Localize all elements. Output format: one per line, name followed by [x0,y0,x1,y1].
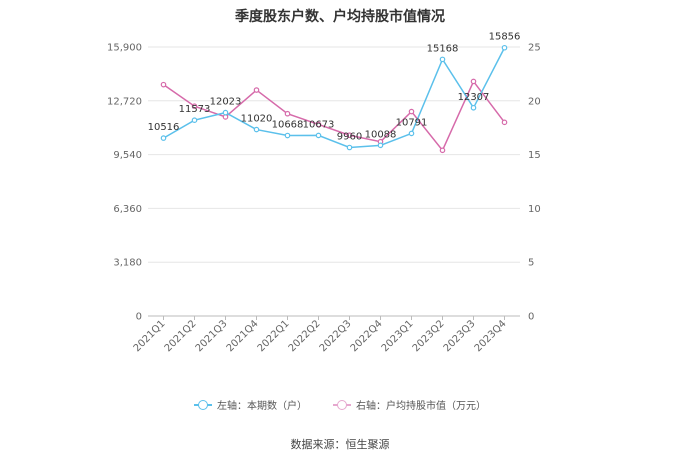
data-label-shareholder-count: 9960 [337,131,362,142]
data-point-shareholder-count [315,132,322,139]
x-axis-tick-label: 2023Q4 [473,318,509,354]
data-point-shareholder-count [346,144,353,151]
x-axis-tick-label: 2022Q2 [287,318,323,354]
right-axis-tick-label: 15 [528,150,541,161]
data-label-shareholder-count: 10791 [396,117,428,128]
data-label-shareholder-count: 12307 [458,92,490,103]
data-source-note: 数据来源：恒生聚源 [290,438,390,451]
data-point-shareholder-count [408,130,415,137]
right-axis-tick-label: 5 [528,258,534,269]
chart-plot: 0 0 3,180 5 6,360 10 9,540 15 12,720 20 15,900 25 20… [107,32,541,354]
data-point-shareholder-count [284,132,291,139]
chart-title: 季度股东户数、户均持股市值情况 [235,9,445,25]
left-axis-tick-label: 0 [136,312,142,323]
x-axis-tick-label: 2021Q3 [194,318,230,354]
data-point-shareholder-count [191,117,198,124]
x-axis-tick-label: 2021Q4 [225,318,261,354]
data-label-shareholder-count: 10673 [303,119,335,130]
data-point-shareholder-count [470,104,477,111]
x-axis-tick-label: 2022Q1 [256,318,292,354]
data-point-avg-holding-value [222,114,229,120]
data-label-shareholder-count: 10088 [365,129,397,140]
right-axis-tick-label: 0 [528,312,534,323]
data-point-avg-holding-value [191,103,198,109]
left-axis-tick-label: 3,180 [113,258,142,269]
data-point-avg-holding-value [408,108,415,115]
left-axis-tick-label: 12,720 [107,96,142,107]
right-axis-tick-label: 25 [528,43,541,54]
data-point-avg-holding-value [315,121,322,128]
x-axis-tick-label: 2023Q1 [380,318,416,354]
legend-swatch-blue-icon [194,399,212,410]
data-label-shareholder-count: 15856 [489,32,521,43]
legend-item-right-series[interactable]: 右轴：户均持股市值（万元） [333,397,486,412]
data-label-shareholder-count: 11573 [179,104,211,115]
legend-label-left-series: 左轴：本期数（户） [217,401,307,412]
legend-swatch-pink-icon [333,399,351,410]
data-label-shareholder-count: 11020 [241,114,273,125]
series-line-shareholder-count [163,47,506,149]
x-axis-tick-label: 2022Q4 [349,318,385,354]
data-point-shareholder-count [501,44,508,51]
x-axis-tick-label: 2023Q3 [442,318,478,354]
data-label-shareholder-count: 10516 [148,122,180,133]
data-point-avg-holding-value [439,147,446,154]
data-point-avg-holding-value [470,78,477,85]
x-axis-tick-label: 2021Q2 [163,318,199,354]
right-axis-tick-label: 10 [528,204,541,215]
data-label-shareholder-count: 10668 [272,120,304,131]
data-point-shareholder-count [222,109,229,116]
data-point-shareholder-count [160,135,167,141]
data-point-avg-holding-value [346,132,353,139]
data-point-shareholder-count [439,56,446,63]
x-axis-tick-label: 2021Q1 [132,318,168,354]
data-point-avg-holding-value [253,87,260,93]
left-axis-tick-label: 6,360 [113,204,142,215]
left-axis-tick-label: 9,540 [113,150,142,161]
left-axis-tick-label: 15,900 [107,43,142,54]
x-axis-tick-label: 2022Q3 [318,318,354,354]
data-point-shareholder-count [377,142,384,149]
data-label-shareholder-count: 12023 [210,97,242,108]
legend-item-left-series[interactable]: 左轴：本期数（户） [194,397,307,412]
legend-label-right-series: 右轴：户均持股市值（万元） [356,401,486,412]
data-label-shareholder-count: 15168 [427,43,459,54]
series-line-avg-holding-value [163,79,506,152]
data-point-avg-holding-value [501,119,508,126]
data-point-shareholder-count [253,126,260,133]
chart-legend: 左轴：本期数（户） 右轴：户均持股市值（万元） [0,397,680,412]
data-point-avg-holding-value [284,110,291,117]
right-axis-tick-label: 20 [528,96,541,107]
data-point-avg-holding-value [160,81,167,88]
x-axis-tick-label: 2023Q2 [411,318,447,354]
